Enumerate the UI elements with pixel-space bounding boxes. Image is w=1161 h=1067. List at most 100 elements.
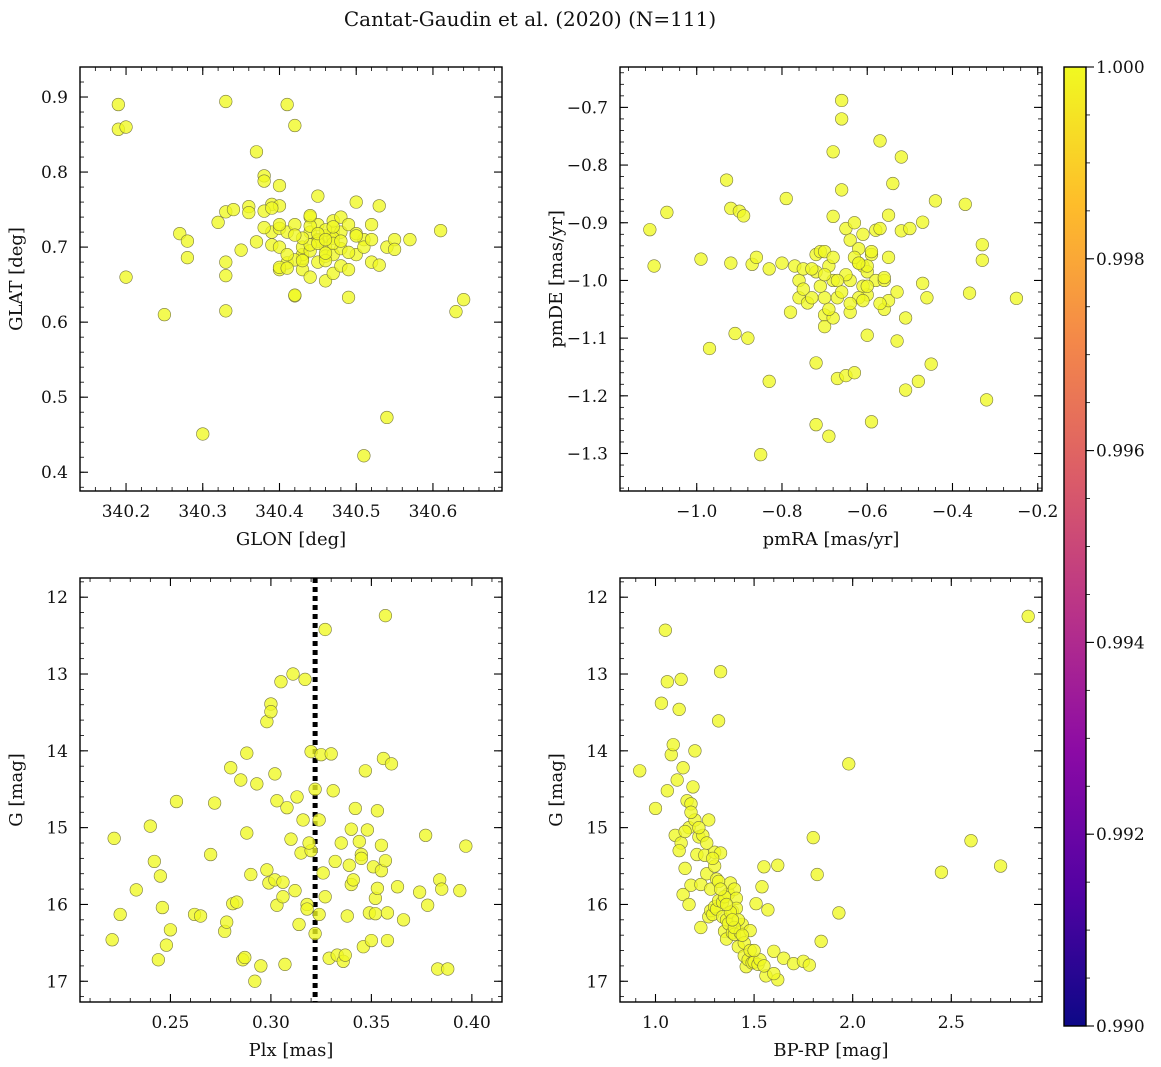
- data-point: [686, 780, 700, 794]
- data-point: [711, 714, 726, 728]
- x-tick-label: −0.4: [932, 502, 973, 522]
- data-point: [280, 801, 294, 815]
- data-point: [852, 256, 866, 270]
- data-point: [378, 854, 393, 868]
- data-point: [155, 900, 169, 915]
- x-tick-label: −0.6: [847, 502, 888, 522]
- data-point: [809, 356, 823, 370]
- data-point: [288, 118, 302, 133]
- data-point: [674, 672, 688, 686]
- x-tick-label: 1.5: [741, 1013, 768, 1033]
- data-point: [964, 834, 978, 848]
- data-point: [1009, 291, 1024, 305]
- data-point: [249, 145, 264, 159]
- data-point: [700, 836, 714, 850]
- data-point: [835, 93, 849, 108]
- data-point: [380, 906, 395, 920]
- x-tick-label: 2.0: [839, 1013, 866, 1033]
- data-point: [755, 880, 769, 894]
- data-point: [220, 915, 234, 929]
- data-point: [666, 738, 680, 752]
- data-point: [368, 907, 383, 921]
- data-point: [898, 311, 913, 325]
- data-point: [757, 860, 771, 874]
- data-point: [672, 702, 686, 716]
- data-point: [308, 782, 322, 796]
- data-point: [326, 784, 340, 798]
- y-tick-label: −1.0: [567, 271, 608, 291]
- x-axis-label: BP-RP [mag]: [773, 1040, 888, 1061]
- x-tick-label: −1.0: [676, 502, 717, 522]
- data-point: [268, 767, 282, 781]
- data-point: [633, 764, 647, 778]
- data-point: [724, 256, 738, 270]
- x-tick-label: 0.30: [252, 1013, 290, 1033]
- data-point: [719, 173, 734, 187]
- data-point: [250, 777, 264, 791]
- data-point: [219, 269, 233, 283]
- data-point: [219, 94, 233, 109]
- data-point: [877, 270, 891, 285]
- data-point: [767, 944, 781, 958]
- data-point: [767, 966, 781, 981]
- data-point: [979, 393, 994, 407]
- scatter-panel-2: −1.0 −0.8 −0.6 −0.4 −0.2 −1.3 −1.2 −1.1 −1.0 −0.9…: [546, 66, 1058, 550]
- data-point: [805, 262, 819, 276]
- data-point: [334, 234, 348, 248]
- data-point: [288, 228, 302, 242]
- data-point: [421, 898, 435, 912]
- data-point: [318, 246, 333, 260]
- data-point: [682, 897, 696, 912]
- y-tick-label: 0.4: [41, 463, 68, 483]
- data-point: [809, 418, 823, 432]
- data-point: [396, 913, 411, 927]
- data-point: [832, 906, 846, 920]
- data-point: [292, 917, 306, 932]
- data-point: [380, 933, 395, 948]
- data-point: [226, 202, 241, 217]
- x-tick-label: 340.6: [409, 502, 458, 522]
- data-point: [911, 374, 925, 388]
- data-point: [157, 308, 171, 322]
- y-tick-label: 12: [46, 588, 68, 608]
- data-point: [856, 227, 870, 241]
- data-point: [344, 822, 358, 836]
- data-point: [771, 858, 785, 872]
- data-point: [208, 796, 222, 810]
- data-point: [180, 251, 195, 265]
- data-point: [193, 909, 208, 923]
- data-point: [372, 199, 386, 213]
- data-point: [341, 263, 356, 277]
- data-point: [113, 907, 127, 922]
- data-point: [159, 938, 174, 952]
- plot-frame: [619, 66, 1043, 492]
- x-tick-label: 0.40: [453, 1013, 491, 1033]
- data-point: [676, 887, 690, 902]
- data-point: [357, 449, 371, 463]
- data-point: [713, 665, 728, 679]
- y-tick-label: 16: [46, 895, 68, 915]
- y-tick-label: 14: [586, 742, 608, 762]
- data-point: [459, 839, 473, 853]
- data-point: [346, 873, 360, 887]
- scatter-points: [105, 578, 473, 1002]
- data-point: [348, 801, 362, 816]
- x-tick-label: 340.5: [332, 502, 381, 522]
- scatter-points: [643, 93, 1024, 462]
- data-point: [847, 366, 862, 380]
- colorbar: 0.990 0.992 0.994 0.996 0.998 1.000: [1063, 58, 1145, 1037]
- plot-frame: [619, 577, 1043, 1003]
- data-point: [264, 705, 278, 719]
- data-point: [312, 907, 326, 922]
- y-tick-label: 17: [586, 972, 608, 992]
- data-point: [643, 223, 657, 237]
- x-axis-label: Plx [mas]: [249, 1040, 334, 1061]
- data-point: [818, 291, 832, 305]
- data-point: [211, 215, 225, 229]
- data-point: [441, 962, 455, 976]
- data-point: [308, 927, 322, 941]
- x-tick-label: −0.2: [1017, 502, 1058, 522]
- data-point: [295, 254, 310, 268]
- data-point: [300, 902, 314, 916]
- data-point: [257, 174, 271, 188]
